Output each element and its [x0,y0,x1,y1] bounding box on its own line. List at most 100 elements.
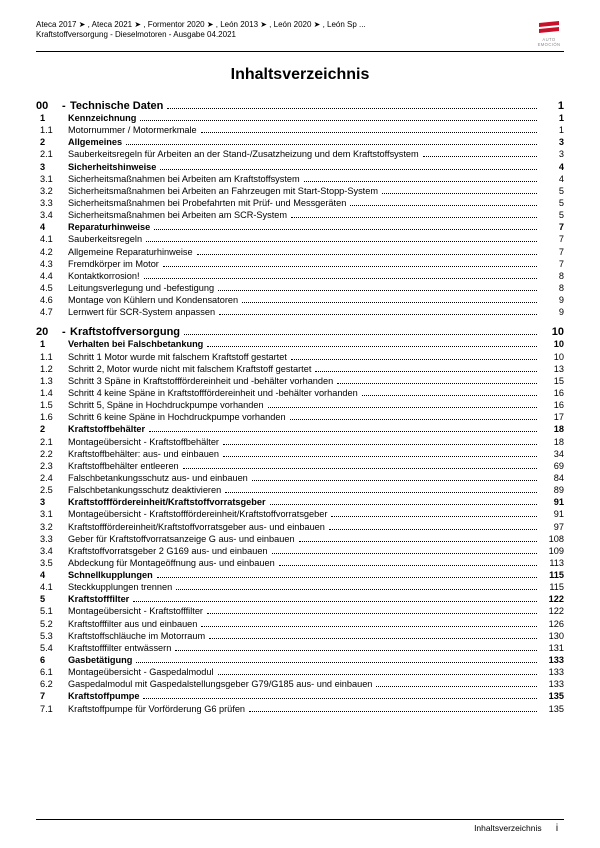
entry-title: Kraftstofffilter aus und einbauen [68,618,197,630]
entry-number: 7 [36,690,68,702]
entry-page: 18 [540,436,564,448]
entry-number: 1.1 [36,351,68,363]
entry-page: 108 [540,533,564,545]
entry-page: 7 [540,221,564,233]
entry-number: 5.4 [36,642,68,654]
toc-row: 1.6Schritt 6 keine Späne in Hochdruckpum… [36,411,564,423]
entry-page: 91 [540,508,564,520]
entry-page: 97 [540,521,564,533]
entry-title: Sicherheitshinweise [68,161,156,173]
leader-dots [183,468,537,469]
leader-dots [223,444,537,445]
entry-title: Reparaturhinweise [68,221,150,233]
entry-number: 3 [36,161,68,173]
entry-title: Leitungsverlegung und -befestigung [68,282,214,294]
header-line-2: Kraftstoffversorgung - Dieselmotoren - A… [36,30,534,40]
entry-number: 2.4 [36,472,68,484]
entry-page: 135 [540,703,564,715]
header-text: Ateca 2017 ➤ , Ateca 2021 ➤ , Formentor … [36,20,534,40]
entry-title: Sicherheitsmaßnahmen bei Probefahrten mi… [68,197,346,209]
entry-number: 7.1 [36,703,68,715]
toc-row: 1.4Schritt 4 keine Späne in Kraftstofffö… [36,387,564,399]
entry-title: Schritt 6 keine Späne in Hochdruckpumpe … [68,411,286,423]
leader-dots [176,589,537,590]
entry-page: 9 [540,294,564,306]
leader-dots [304,181,537,182]
toc-row: 2.2Kraftstoffbehälter: aus- und einbauen… [36,448,564,460]
leader-dots [382,193,537,194]
entry-title: Kraftstoffpumpe für Vorförderung G6 prüf… [68,703,245,715]
entry-number: 4.7 [36,306,68,318]
toc-row: 3.3Geber für Kraftstoffvorratsanzeige G … [36,533,564,545]
entry-title: Schritt 5, Späne in Hochdruckpumpe vorha… [68,399,264,411]
entry-page: 17 [540,411,564,423]
entry-number: 4.6 [36,294,68,306]
entry-title: Kraftstoffschläuche im Motorraum [68,630,205,642]
entry-page: 1 [540,124,564,136]
toc-row: 3.2Sicherheitsmaßnahmen bei Arbeiten an … [36,185,564,197]
entry-page: 133 [540,666,564,678]
leader-dots [350,205,537,206]
leader-dots [201,132,537,133]
leader-dots [160,169,537,170]
entry-page: 109 [540,545,564,557]
leader-dots [197,254,537,255]
entry-page: 3 [540,148,564,160]
entry-title: Sicherheitsmaßnahmen bei Arbeiten am SCR… [68,209,287,221]
toc-row: 4.4Kontaktkorrosion!8 [36,270,564,282]
entry-number: 3.2 [36,521,68,533]
entry-title: Montage von Kühlern und Kondensatoren [68,294,238,306]
section-dash: - [62,326,70,338]
entry-number: 3.2 [36,185,68,197]
entry-title: Allgemeine Reparaturhinweise [68,246,193,258]
entry-title: Kraftstoffbehälter: aus- und einbauen [68,448,219,460]
leader-dots [167,108,537,109]
entry-number: 2.1 [36,436,68,448]
leader-dots [272,553,537,554]
section-title: Kraftstoffversorgung [70,326,180,338]
leader-dots [207,346,537,347]
entry-page: 1 [540,112,564,124]
entry-page: 115 [540,569,564,581]
entry-page: 3 [540,136,564,148]
section-title: Technische Daten [70,100,163,112]
entry-page: 15 [540,375,564,387]
leader-dots [218,290,537,291]
entry-number: 3 [36,496,68,508]
toc-row: 5.4Kraftstofffilter entwässern131 [36,642,564,654]
entry-title: Gaspedalmodul mit Gaspedalstellungsgeber… [68,678,372,690]
leader-dots [268,407,537,408]
toc-row: 6Gasbetätigung133 [36,654,564,666]
leader-dots [376,686,537,687]
leader-dots [279,565,537,566]
toc-row: 6.1Montageübersicht - Gaspedalmodul133 [36,666,564,678]
toc-row: 1.3Schritt 3 Späne in Kraftstoffförderei… [36,375,564,387]
entry-title: Sicherheitsmaßnahmen bei Arbeiten am Kra… [68,173,300,185]
seat-logo-icon [538,20,560,36]
entry-number: 1.6 [36,411,68,423]
leader-dots [291,217,537,218]
toc-row: 3.4Kraftstoffvorratsgeber 2 G169 aus- un… [36,545,564,557]
entry-number: 6.1 [36,666,68,678]
leader-dots [225,492,537,493]
leader-dots [143,698,537,699]
entry-number: 3.3 [36,197,68,209]
toc-row: 2Allgemeines3 [36,136,564,148]
leader-dots [140,120,537,121]
brand-logo-sub: AUTO EMOCIÓN [534,37,564,47]
entry-page: 16 [540,399,564,411]
leader-dots [157,577,537,578]
toc-row: 1.2Schritt 2, Motor wurde nicht mit fals… [36,363,564,375]
entry-page: 133 [540,654,564,666]
entry-page: 7 [540,246,564,258]
toc-row: 4.6Montage von Kühlern und Kondensatoren… [36,294,564,306]
entry-title: Schnellkupplungen [68,569,153,581]
entry-title: Verhalten bei Falschbetankung [68,338,203,350]
leader-dots [337,383,537,384]
section-number: 00 [36,100,62,112]
entry-page: 18 [540,423,564,435]
toc-row: 3.5Abdeckung für Montageöffnung aus- und… [36,557,564,569]
toc-row: 2.1Sauberkeitsregeln für Arbeiten an der… [36,148,564,160]
entry-page: 34 [540,448,564,460]
entry-title: Abdeckung für Montageöffnung aus- und ei… [68,557,275,569]
